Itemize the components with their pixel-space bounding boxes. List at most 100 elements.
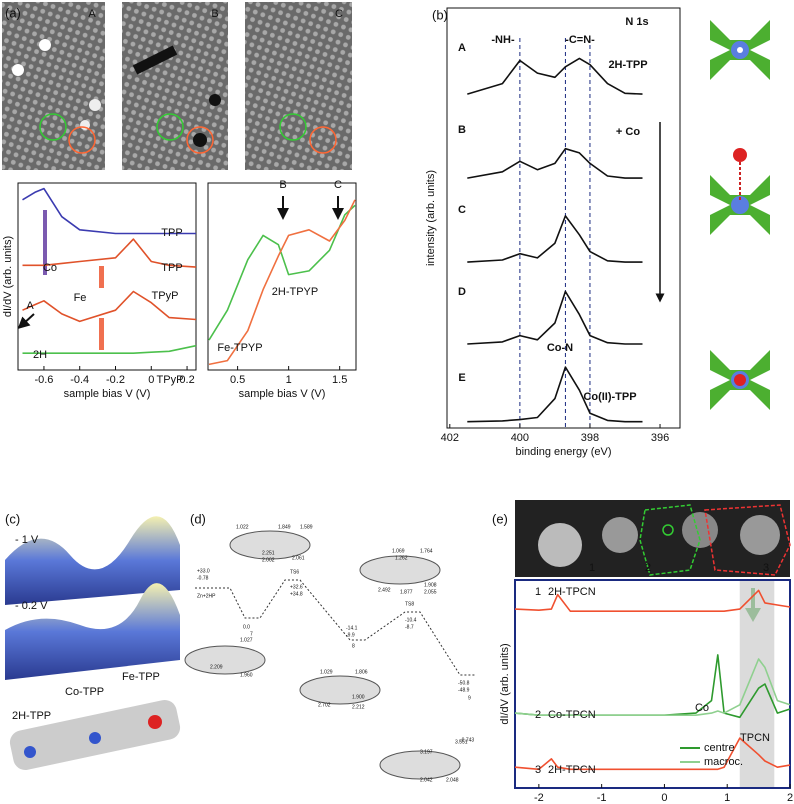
surface-images: [5, 516, 181, 771]
annotation: Co: [695, 702, 709, 714]
annotation: N 1s: [625, 16, 648, 28]
x-tick-label: 0.5: [230, 374, 245, 386]
energy-label: -8.7: [405, 624, 414, 630]
annotation: A: [458, 42, 466, 54]
stm-images: [2, 2, 352, 170]
energy-label: 1.908: [424, 582, 437, 588]
annotation: 1: [535, 586, 541, 598]
x-axis-label: sample bias V (V): [64, 388, 151, 400]
panel-label: (c): [5, 511, 20, 526]
energy-label: 0.0: [243, 624, 250, 630]
y-axis-label: intensity (arb. units): [425, 170, 437, 266]
x-tick-label: -1: [597, 792, 607, 804]
energy-label: -10.4: [405, 617, 417, 623]
x-axis-label: sample bias V (V): [239, 388, 326, 400]
label: Fe-TPP: [122, 671, 160, 683]
image-label: B: [211, 8, 218, 20]
annotation: Co-N: [547, 342, 573, 354]
energy-label: -50.8: [458, 680, 470, 686]
x-tick-label: 1: [724, 792, 730, 804]
x-tick-label: 400: [511, 432, 529, 444]
energy-label: 3.197: [420, 749, 433, 755]
energy-label: 2.055: [424, 589, 437, 595]
energy-label: -0.78: [197, 575, 209, 581]
energy-label: 2.702: [318, 702, 331, 708]
annotation: B: [279, 179, 286, 191]
energy-label: +34.8: [290, 591, 303, 597]
y-axis-label: dI/dV (arb. units): [499, 643, 511, 724]
annotation: TPP: [161, 227, 182, 239]
series-line: [22, 187, 196, 235]
panel-label: (e): [492, 511, 508, 526]
energy-label: 1.960: [240, 672, 253, 678]
plot-frame: [17, 182, 197, 371]
series-line: [467, 147, 643, 179]
series-line: [208, 199, 356, 366]
annotation: TPP: [161, 262, 182, 274]
series-line: [514, 658, 791, 716]
annotation: 2H-TPP: [608, 59, 647, 71]
energy-label: 1.027: [240, 637, 253, 643]
annotation: 2H: [33, 349, 47, 361]
annotation: Fe-TPYP: [217, 342, 262, 354]
energy-label: 1.764: [420, 548, 433, 554]
series-line: [514, 737, 791, 771]
series-line: [467, 366, 643, 423]
x-tick-label: -2: [534, 792, 544, 804]
panel-label: (d): [190, 511, 206, 526]
energy-label: 2.042: [420, 777, 433, 783]
annotation: B: [458, 124, 466, 136]
energy-diagram: [184, 530, 475, 780]
energy-label: TS6: [290, 569, 299, 575]
x-tick-label: 0.2: [179, 374, 194, 386]
energy-label: +32.6: [290, 584, 303, 590]
annotation: D: [458, 286, 466, 298]
series-line: [467, 215, 643, 263]
x-tick-label: 2: [787, 792, 793, 804]
annotation: TPyP: [157, 374, 184, 386]
x-tick-label: 1: [286, 374, 292, 386]
label: Co-TPP: [65, 686, 104, 698]
series-line: [208, 204, 356, 341]
energy-label: 1.262: [395, 555, 408, 561]
energy-label: 9: [468, 695, 471, 701]
energy-label: TS8: [405, 601, 414, 607]
annotation: -C=N-: [565, 34, 595, 46]
x-tick-label: 0: [661, 792, 667, 804]
energy-label: -14.1: [346, 625, 358, 631]
energy-label: 2.048: [446, 777, 459, 783]
energy-label: 1.069: [392, 548, 405, 554]
annotation: TPCN: [740, 732, 770, 744]
energy-label: 1.589: [300, 524, 313, 530]
annotation: E: [458, 372, 465, 384]
series-line: [22, 344, 197, 354]
x-tick-label: -0.2: [106, 374, 125, 386]
energy-label: 2.492: [378, 587, 391, 593]
energy-label: 2.212: [352, 704, 365, 710]
energy-label: 1.849: [278, 524, 291, 530]
panel-label: (b): [432, 7, 448, 22]
x-axis-label: binding energy (eV): [515, 446, 611, 458]
x-tick-label: 1.5: [332, 374, 347, 386]
panel-label: (a): [5, 5, 21, 20]
energy-label: +33.0: [197, 568, 210, 574]
energy-label: 1.877: [400, 589, 413, 595]
y-axis-label: dI/dV (arb. units): [2, 236, 14, 317]
annotation: Co(II)-TPP: [583, 391, 636, 403]
energy-label: 1.900: [352, 694, 365, 700]
legend-label: centre: [704, 742, 735, 754]
annotation: -NH-: [491, 34, 515, 46]
image-label: A: [88, 8, 96, 20]
image-label: 1: [589, 562, 595, 574]
molecules: [710, 20, 770, 410]
annotation: Fe: [74, 292, 87, 304]
image-label: 2: [645, 562, 651, 574]
annotation: A: [26, 300, 34, 312]
legend-label: macroc.: [704, 756, 743, 768]
annotation: Co-TPCN: [548, 709, 596, 721]
x-tick-label: 0: [148, 374, 154, 386]
fe-bar: [99, 318, 104, 350]
shade: [739, 580, 775, 788]
annotation: 2H-TPCN: [548, 764, 596, 776]
energy-label: 1.029: [320, 669, 333, 675]
